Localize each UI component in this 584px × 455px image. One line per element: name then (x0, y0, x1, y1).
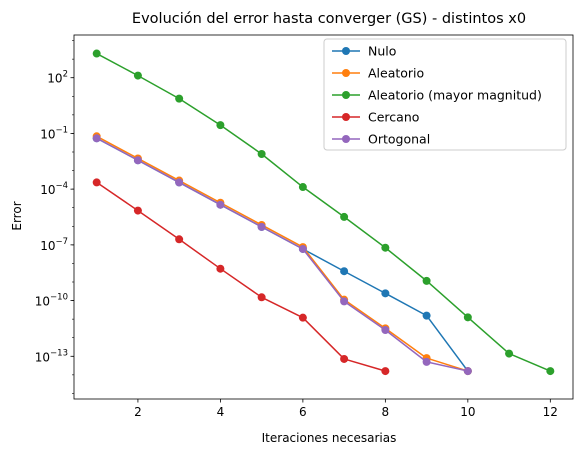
y-tick-label: 10−10 (35, 293, 68, 309)
data-point (92, 178, 101, 187)
data-point (340, 267, 349, 276)
data-point (340, 354, 349, 363)
data-point (422, 311, 431, 320)
series-4 (92, 134, 472, 376)
x-tick-label: 4 (217, 405, 225, 419)
y-tick-label: 10−4 (40, 181, 68, 197)
legend-label: Ortogonal (368, 132, 430, 147)
data-point (133, 156, 142, 165)
legend-marker (342, 91, 350, 99)
legend-label: Aleatorio (mayor magnitud) (368, 88, 542, 103)
data-point (133, 206, 142, 215)
plot-area: 2 4 6 8 10 12 102 10−1 10−4 10−7 10−10 10−13 Nulo Ale… (35, 34, 574, 419)
legend-label: Cercano (368, 110, 419, 125)
data-point (133, 71, 142, 80)
legend-marker (342, 69, 350, 77)
data-point (257, 293, 266, 302)
series-3 (92, 178, 390, 376)
legend-marker (342, 113, 350, 121)
series-2 (92, 49, 555, 376)
legend-marker (342, 135, 350, 143)
data-point (298, 183, 307, 192)
data-point (340, 212, 349, 221)
data-point (463, 313, 472, 322)
legend-label: Aleatorio (368, 66, 424, 81)
y-axis-label: Error (10, 201, 24, 230)
data-point (422, 276, 431, 285)
data-point (298, 313, 307, 322)
data-point (546, 367, 555, 376)
data-point (257, 222, 266, 231)
data-point (216, 200, 225, 209)
legend-box (323, 38, 567, 151)
x-tick-label: 6 (299, 405, 307, 419)
data-point (381, 326, 390, 335)
chart-title: Evolución del error hasta converger (GS)… (132, 11, 526, 27)
y-tick-label: 102 (47, 70, 68, 86)
data-point (422, 357, 431, 366)
data-point (505, 349, 514, 358)
data-point (298, 244, 307, 253)
x-axis-label: Iteraciones necesarias (262, 431, 397, 445)
x-tick-label: 10 (460, 405, 475, 419)
y-tick-label: 10−7 (40, 237, 68, 253)
legend-item: Ortogonal (332, 132, 430, 147)
legend-item: Cercano (332, 110, 419, 125)
data-point (216, 264, 225, 273)
data-point (381, 243, 390, 252)
y-tick-label: 10−13 (35, 348, 68, 364)
series-line (96, 181, 386, 372)
legend-item: Aleatorio (332, 66, 424, 81)
series-line (96, 137, 469, 372)
x-tick-label: 8 (382, 405, 390, 419)
data-point (175, 94, 184, 103)
x-tick-label: 2 (134, 405, 142, 419)
legend: Nulo Aleatorio Aleatorio (mayor magnitud) C… (323, 38, 567, 151)
legend-item: Aleatorio (mayor magnitud) (332, 88, 542, 103)
data-point (381, 289, 390, 298)
data-point (381, 367, 390, 376)
data-point (92, 49, 101, 58)
y-tick-label: 10−1 (40, 125, 68, 141)
data-point (175, 178, 184, 187)
data-point (257, 150, 266, 158)
x-tick-label: 12 (543, 405, 558, 419)
legend-item: Nulo (332, 44, 396, 59)
data-point (463, 367, 472, 376)
data-point (92, 134, 101, 143)
series-line (96, 52, 551, 372)
legend-marker (342, 47, 350, 55)
series-line (96, 135, 469, 372)
data-point (216, 121, 225, 130)
data-point (175, 235, 184, 244)
data-point (340, 297, 349, 306)
legend-label: Nulo (368, 44, 396, 59)
axes-frame (73, 34, 574, 400)
